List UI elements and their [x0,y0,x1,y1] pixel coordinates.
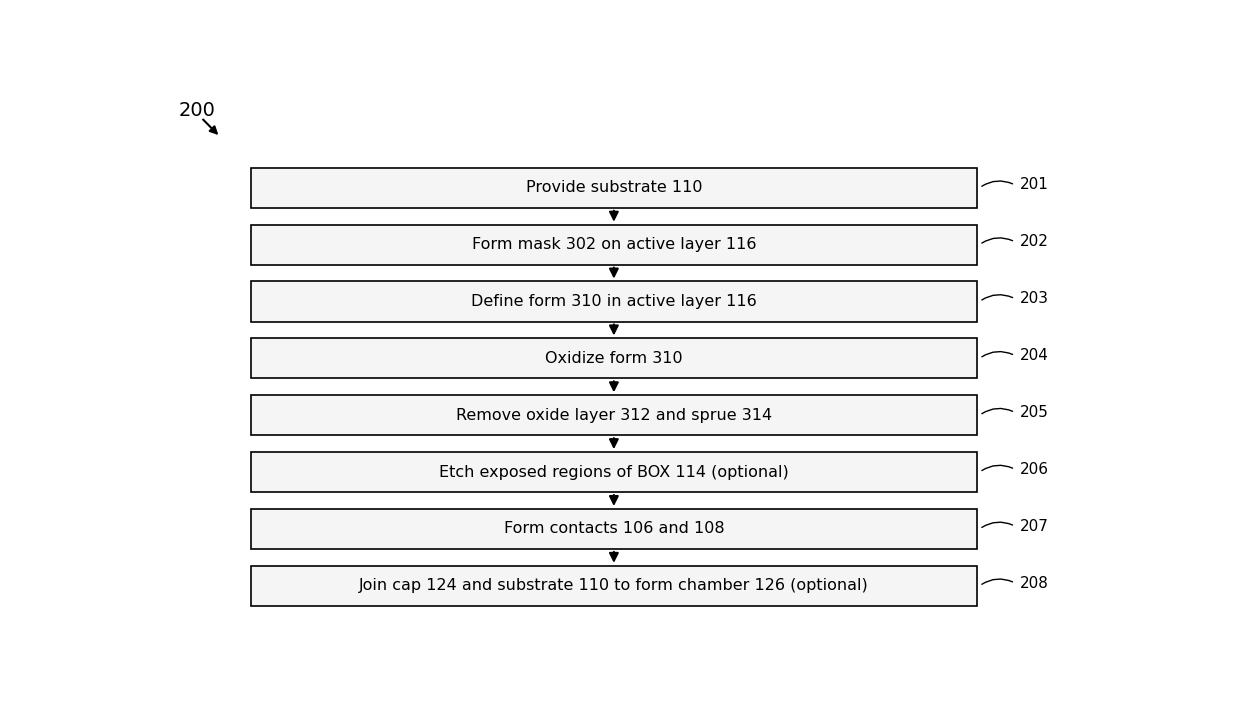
Bar [250,224,977,265]
Bar [250,338,977,379]
Text: 200: 200 [179,101,216,119]
Bar [250,565,977,606]
Text: 207: 207 [1019,518,1049,534]
Text: Remove oxide layer 312 and sprue 314: Remove oxide layer 312 and sprue 314 [456,408,773,423]
Text: 202: 202 [1019,235,1049,249]
Bar [250,282,977,321]
Bar [250,395,977,435]
Text: Join cap 124 and substrate 110 to form chamber 126 (optional): Join cap 124 and substrate 110 to form c… [360,578,869,594]
Text: 203: 203 [1019,291,1049,306]
Bar [250,452,977,492]
Text: 204: 204 [1019,348,1049,363]
Text: 206: 206 [1019,462,1049,477]
Text: 208: 208 [1019,576,1049,591]
Bar [250,168,977,208]
Text: Provide substrate 110: Provide substrate 110 [526,180,702,195]
Text: Oxidize form 310: Oxidize form 310 [546,351,683,366]
Text: Etch exposed regions of BOX 114 (optional): Etch exposed regions of BOX 114 (optiona… [439,465,789,479]
Text: Form contacts 106 and 108: Form contacts 106 and 108 [503,521,724,536]
Text: Form mask 302 on active layer 116: Form mask 302 on active layer 116 [471,237,756,252]
Text: 201: 201 [1019,177,1049,193]
Bar [250,509,977,549]
Text: 205: 205 [1019,405,1049,420]
Text: Define form 310 in active layer 116: Define form 310 in active layer 116 [471,294,756,309]
